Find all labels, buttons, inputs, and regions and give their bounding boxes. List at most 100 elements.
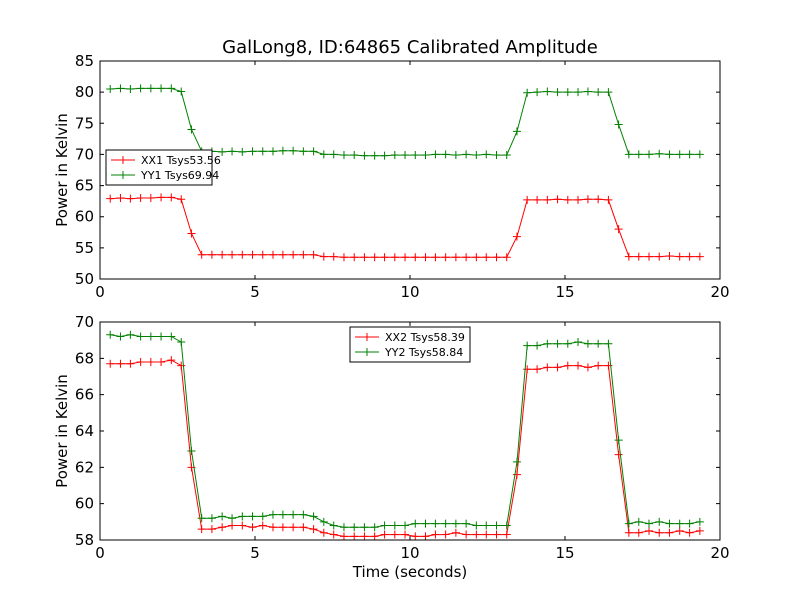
data-point	[685, 528, 694, 537]
data-point	[604, 195, 613, 204]
data-point	[421, 253, 430, 262]
series-line	[110, 196, 700, 258]
data-point	[146, 84, 155, 93]
data-point	[624, 519, 633, 528]
data-point	[441, 150, 450, 159]
data-point	[218, 147, 227, 156]
data-point	[207, 525, 216, 534]
data-point	[258, 147, 267, 156]
data-point	[482, 253, 491, 262]
data-point	[177, 87, 186, 96]
data-point	[624, 252, 633, 261]
data-point	[339, 532, 348, 541]
data-point	[411, 253, 420, 262]
data-point	[553, 195, 562, 204]
data-point	[289, 523, 298, 532]
data-point	[126, 330, 135, 339]
data-point	[574, 88, 583, 97]
data-point	[553, 363, 562, 372]
data-point	[685, 150, 694, 159]
data-point	[523, 365, 532, 374]
data-point	[563, 361, 572, 370]
data-point	[645, 252, 654, 261]
data-point	[543, 195, 552, 204]
legend: XX1 Tsys53.56 YY1 Tsys69.94	[105, 149, 221, 186]
data-point	[248, 523, 257, 532]
data-point	[177, 337, 186, 346]
data-point	[523, 88, 532, 97]
data-point	[146, 332, 155, 341]
data-point	[360, 523, 369, 532]
x-tick-label: 15	[555, 283, 574, 301]
data-point	[106, 330, 115, 339]
legend-entry: YY1 Tsys69.94	[140, 169, 219, 182]
data-point	[472, 530, 481, 539]
bottom-chart: 0 5 10 15 20 58 60 62 64 66 68 70 Power in Kelvin Tim…	[53, 313, 730, 581]
y-tick-label: 70	[75, 313, 94, 331]
y-tick-label: 58	[75, 531, 94, 549]
data-point	[472, 521, 481, 530]
data-point	[451, 253, 460, 262]
data-point	[472, 151, 481, 160]
y-tick-label: 62	[75, 458, 94, 476]
data-point	[645, 519, 654, 528]
data-point	[411, 519, 420, 528]
data-point	[574, 195, 583, 204]
data-point	[665, 519, 674, 528]
legend-entry: YY2 Tsys58.84	[384, 346, 463, 359]
data-point	[116, 332, 125, 341]
data-point	[543, 339, 552, 348]
data-point	[218, 512, 227, 521]
data-point	[675, 252, 684, 261]
data-point	[634, 528, 643, 537]
data-point	[462, 253, 471, 262]
data-point	[390, 521, 399, 530]
data-point	[421, 151, 430, 160]
data-point	[655, 528, 664, 537]
series-0	[106, 193, 704, 262]
data-point	[370, 253, 379, 262]
data-point	[451, 151, 460, 160]
data-point	[655, 517, 664, 526]
data-point	[167, 193, 176, 202]
data-point	[583, 363, 592, 372]
data-point	[665, 528, 674, 537]
data-point	[167, 356, 176, 365]
data-point	[339, 253, 348, 262]
x-tick-label: 20	[710, 544, 729, 562]
data-point	[218, 523, 227, 532]
data-point	[228, 250, 237, 259]
data-point	[502, 253, 511, 262]
data-point	[106, 85, 115, 94]
data-point	[431, 150, 440, 159]
data-point	[563, 195, 572, 204]
data-point	[136, 194, 145, 203]
data-point	[614, 450, 623, 459]
data-point	[350, 523, 359, 532]
data-point	[157, 84, 166, 93]
data-point	[116, 194, 125, 203]
data-point	[370, 523, 379, 532]
y-tick-label: 60	[75, 208, 94, 226]
data-point	[533, 365, 542, 374]
y-tick-label: 55	[75, 239, 94, 257]
data-point	[583, 195, 592, 204]
data-point	[126, 194, 135, 203]
data-point	[177, 195, 186, 204]
data-point	[594, 339, 603, 348]
data-point	[594, 195, 603, 204]
data-point	[258, 521, 267, 530]
data-point	[116, 359, 125, 368]
legend-swatch-marker	[363, 333, 371, 341]
data-point	[197, 250, 206, 259]
data-point	[146, 357, 155, 366]
series-1	[106, 84, 704, 160]
data-point	[695, 526, 704, 535]
x-tick-label: 15	[555, 544, 574, 562]
series-line	[110, 87, 700, 157]
data-point	[319, 150, 328, 159]
data-point	[411, 151, 420, 160]
data-point	[258, 250, 267, 259]
data-point	[329, 521, 338, 530]
data-point	[157, 193, 166, 202]
